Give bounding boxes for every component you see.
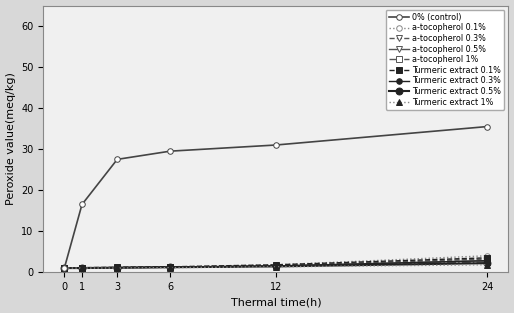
Turmeric extract 0.1% — [167, 265, 173, 269]
0% (control) — [167, 149, 173, 153]
a-tocopherol 0.3% — [167, 265, 173, 269]
Turmeric extract 0.5% — [79, 266, 85, 270]
a-tocopherol 0.3% — [79, 266, 85, 270]
Line: Turmeric extract 0.1%: Turmeric extract 0.1% — [62, 255, 490, 271]
0% (control) — [79, 203, 85, 206]
Line: a-tocopherol 0.3%: a-tocopherol 0.3% — [62, 256, 490, 271]
Turmeric extract 0.1% — [114, 265, 120, 269]
Legend: 0% (control), a-tocopherol 0.1%, a-tocopherol 0.3%, a-tocopherol 0.5%, a-tocophe: 0% (control), a-tocopherol 0.1%, a-tocop… — [386, 10, 504, 110]
Turmeric extract 0.5% — [61, 266, 67, 270]
Line: a-tocopherol 0.5%: a-tocopherol 0.5% — [62, 258, 490, 271]
a-tocopherol 0.1% — [114, 266, 120, 269]
Y-axis label: Peroxide value(meq/kg): Peroxide value(meq/kg) — [6, 72, 15, 205]
Turmeric extract 1% — [114, 266, 120, 270]
Line: Turmeric extract 1%: Turmeric extract 1% — [62, 262, 490, 271]
Turmeric extract 0.3% — [61, 266, 67, 270]
a-tocopherol 1% — [484, 260, 490, 264]
Turmeric extract 0.1% — [61, 266, 67, 270]
a-tocopherol 0.1% — [61, 266, 67, 270]
Turmeric extract 0.5% — [484, 261, 490, 265]
a-tocopherol 0.5% — [61, 266, 67, 270]
a-tocopherol 0.5% — [114, 266, 120, 269]
Turmeric extract 1% — [273, 265, 279, 269]
0% (control) — [61, 266, 67, 270]
Turmeric extract 0.1% — [484, 256, 490, 260]
Turmeric extract 0.1% — [79, 266, 85, 269]
Turmeric extract 0.1% — [273, 263, 279, 267]
Line: a-tocopherol 0.1%: a-tocopherol 0.1% — [62, 253, 490, 271]
a-tocopherol 1% — [79, 266, 85, 270]
Turmeric extract 1% — [484, 263, 490, 267]
a-tocopherol 0.5% — [273, 264, 279, 268]
Turmeric extract 1% — [61, 266, 67, 270]
a-tocopherol 0.5% — [79, 266, 85, 270]
a-tocopherol 0.3% — [61, 266, 67, 270]
a-tocopherol 0.3% — [273, 264, 279, 268]
a-tocopherol 0.1% — [273, 263, 279, 267]
a-tocopherol 0.3% — [484, 257, 490, 261]
0% (control) — [273, 143, 279, 147]
a-tocopherol 1% — [167, 265, 173, 269]
a-tocopherol 0.1% — [484, 254, 490, 258]
a-tocopherol 0.1% — [79, 266, 85, 270]
Turmeric extract 0.3% — [167, 265, 173, 269]
0% (control) — [484, 125, 490, 128]
Turmeric extract 0.3% — [273, 264, 279, 268]
a-tocopherol 0.5% — [167, 265, 173, 269]
0% (control) — [114, 157, 120, 161]
Line: Turmeric extract 0.5%: Turmeric extract 0.5% — [61, 260, 491, 272]
a-tocopherol 0.5% — [484, 259, 490, 263]
Line: a-tocopherol 1%: a-tocopherol 1% — [62, 259, 490, 271]
Line: 0% (control): 0% (control) — [62, 124, 490, 271]
a-tocopherol 1% — [273, 264, 279, 268]
a-tocopherol 0.1% — [167, 265, 173, 269]
X-axis label: Thermal time(h): Thermal time(h) — [230, 297, 321, 307]
a-tocopherol 1% — [61, 266, 67, 270]
Turmeric extract 0.3% — [484, 259, 490, 263]
Turmeric extract 1% — [79, 266, 85, 270]
Turmeric extract 0.3% — [79, 266, 85, 270]
a-tocopherol 0.3% — [114, 266, 120, 269]
Turmeric extract 0.3% — [114, 266, 120, 269]
a-tocopherol 1% — [114, 266, 120, 269]
Line: Turmeric extract 0.3%: Turmeric extract 0.3% — [62, 258, 490, 271]
Turmeric extract 0.5% — [273, 264, 279, 268]
Turmeric extract 0.5% — [167, 265, 173, 269]
Turmeric extract 0.5% — [114, 266, 120, 269]
Turmeric extract 1% — [167, 266, 173, 269]
